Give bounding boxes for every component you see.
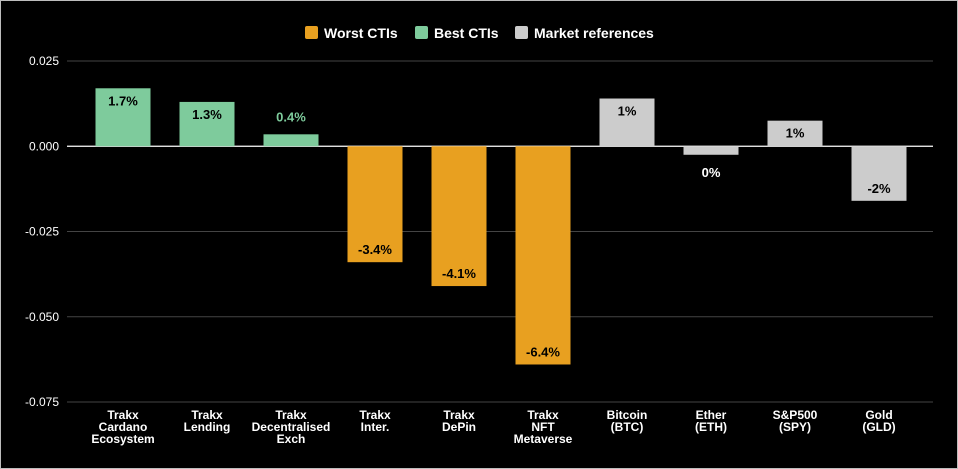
x-axis-categories: TrakxCardanoEcosystemTrakxLendingTrakxDe…: [91, 408, 895, 446]
x-category-label: Bitcoin(BTC): [607, 408, 648, 434]
data-label: 1.7%: [108, 93, 138, 108]
x-category-line: Metaverse: [514, 432, 573, 446]
data-label: -2%: [867, 181, 891, 196]
x-category-line: Trakx: [527, 408, 559, 422]
bar: [515, 146, 571, 365]
data-label: 0%: [702, 165, 721, 180]
y-tick-label: -0.025: [25, 225, 59, 239]
bar: [347, 146, 403, 263]
x-category-line: Trakx: [443, 408, 475, 422]
y-axis-ticks: 0.025 0.000 -0.025 -0.050 -0.075: [25, 54, 59, 409]
x-category-line: S&P500: [773, 408, 818, 422]
bar: [767, 120, 823, 147]
legend-label: Worst CTIs: [324, 25, 398, 41]
y-tick-label: 0.025: [29, 54, 59, 68]
legend-entry: Worst CTIs: [305, 25, 398, 41]
bar: [683, 146, 739, 155]
x-category-line: Exch: [277, 432, 306, 446]
legend-swatch: [415, 26, 428, 39]
x-category-line: Trakx: [191, 408, 223, 422]
x-category-line: Trakx: [107, 408, 139, 422]
legend-label: Market references: [534, 25, 654, 41]
legend-entry: Market references: [515, 25, 654, 41]
x-category-label: Gold(GLD): [862, 408, 895, 434]
x-category-line: Bitcoin: [607, 408, 648, 422]
x-category-line: (ETH): [695, 420, 727, 434]
x-category-line: Decentralised: [252, 420, 331, 434]
bar: [263, 134, 319, 147]
bar: [95, 88, 151, 147]
legend-label: Best CTIs: [434, 25, 499, 41]
data-label: 1%: [618, 104, 637, 119]
data-label: -3.4%: [358, 242, 392, 257]
x-category-line: (GLD): [862, 420, 895, 434]
x-category-line: Trakx: [275, 408, 307, 422]
bar: [851, 146, 907, 201]
x-category-line: Gold: [865, 408, 892, 422]
x-category-line: Cardano: [99, 420, 148, 434]
legend-swatch: [305, 26, 318, 39]
x-category-line: Inter.: [361, 420, 390, 434]
bar: [599, 98, 655, 147]
data-label: 1.3%: [192, 107, 222, 122]
bars: [95, 88, 907, 365]
y-tick-label: -0.050: [25, 310, 59, 324]
x-category-line: Ecosystem: [91, 432, 154, 446]
data-label: 1%: [786, 126, 805, 141]
x-category-line: Ether: [696, 408, 727, 422]
data-label: -4.1%: [442, 266, 476, 281]
x-category-line: DePin: [442, 420, 476, 434]
x-category-label: Ether(ETH): [695, 408, 727, 434]
data-label: 0.4%: [276, 109, 306, 124]
y-tick-label: -0.075: [25, 395, 59, 409]
x-category-line: Lending: [184, 420, 231, 434]
legend-swatch: [515, 26, 528, 39]
x-category-line: (SPY): [779, 420, 811, 434]
legend: Worst CTIs Best CTIs Market references: [305, 25, 654, 41]
x-category-line: (BTC): [611, 420, 644, 434]
x-category-line: Trakx: [359, 408, 391, 422]
legend-entry: Best CTIs: [415, 25, 499, 41]
data-labels: 1.7% 1.3% 0.4% -3.4% -4.1% -6.4% 1% 0% 1% -2%: [108, 93, 891, 359]
bar: [179, 101, 235, 147]
x-category-label: S&P500(SPY): [773, 408, 818, 434]
y-tick-label: 0.000: [29, 139, 59, 153]
x-category-line: NFT: [531, 420, 555, 434]
bar: [431, 146, 487, 287]
data-label: -6.4%: [526, 344, 560, 359]
